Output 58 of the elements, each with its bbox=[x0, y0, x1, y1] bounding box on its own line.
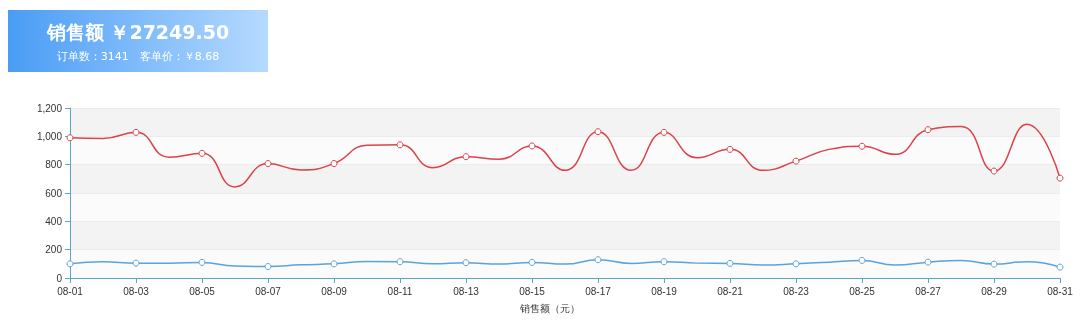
point bbox=[462, 153, 470, 161]
point bbox=[528, 258, 536, 266]
y-tick-label: 200 bbox=[45, 244, 63, 256]
point bbox=[858, 256, 866, 264]
point bbox=[1056, 263, 1064, 271]
x-tick-label: 08-11 bbox=[387, 285, 413, 297]
point bbox=[924, 126, 932, 134]
point bbox=[462, 259, 470, 267]
point bbox=[198, 258, 206, 266]
x-tick-label: 08-03 bbox=[123, 285, 150, 297]
x-tick-label: 08-17 bbox=[585, 285, 612, 297]
x-tick-label: 08-07 bbox=[255, 285, 282, 297]
point bbox=[990, 260, 998, 268]
y-tick-label: 600 bbox=[45, 187, 63, 199]
point bbox=[396, 258, 404, 266]
point bbox=[132, 259, 140, 267]
point bbox=[198, 149, 206, 157]
x-tick-label: 08-25 bbox=[849, 285, 876, 297]
point bbox=[792, 260, 800, 268]
chart-title: 销售额 ￥27249.50 bbox=[45, 20, 231, 45]
x-tick-label: 08-29 bbox=[981, 285, 1008, 297]
x-tick-label: 08-23 bbox=[783, 285, 810, 297]
x-tick-label: 08-15 bbox=[519, 285, 546, 297]
point bbox=[396, 141, 404, 149]
y-tick-label: 0 bbox=[56, 272, 63, 284]
point bbox=[264, 160, 272, 168]
y-tick-label: 400 bbox=[45, 215, 63, 227]
point bbox=[594, 256, 602, 264]
point bbox=[594, 128, 602, 136]
point bbox=[66, 134, 74, 142]
x-tick-label: 08-31 bbox=[1047, 285, 1074, 297]
point bbox=[330, 160, 338, 168]
chart-subtitle: 订单数：3141 客单价：￥8.68 bbox=[55, 49, 221, 64]
point bbox=[792, 157, 800, 165]
point bbox=[924, 258, 932, 266]
point bbox=[264, 263, 272, 271]
point bbox=[528, 142, 536, 150]
point bbox=[660, 128, 668, 136]
y-tick-label: 1,200 bbox=[36, 102, 63, 114]
point bbox=[726, 145, 734, 153]
x-tick-label: 08-21 bbox=[717, 285, 744, 297]
text: 销售额（元） bbox=[519, 302, 580, 314]
point bbox=[330, 260, 338, 268]
x-tick-label: 08-13 bbox=[453, 285, 480, 297]
x-tick-label: 08-01 bbox=[57, 285, 84, 297]
x-tick-label: 08-19 bbox=[651, 285, 678, 297]
point bbox=[132, 128, 140, 136]
x-tick-label: 08-05 bbox=[189, 285, 216, 297]
point bbox=[990, 167, 998, 175]
point bbox=[726, 259, 734, 267]
y-tick-label: 1,000 bbox=[36, 130, 63, 142]
x-tick-label: 08-27 bbox=[915, 285, 942, 297]
point bbox=[858, 142, 866, 150]
point bbox=[1056, 174, 1064, 182]
x-tick-label: 08-09 bbox=[321, 285, 348, 297]
point bbox=[660, 258, 668, 266]
y-tick-label: 800 bbox=[45, 159, 63, 171]
point bbox=[66, 260, 74, 268]
